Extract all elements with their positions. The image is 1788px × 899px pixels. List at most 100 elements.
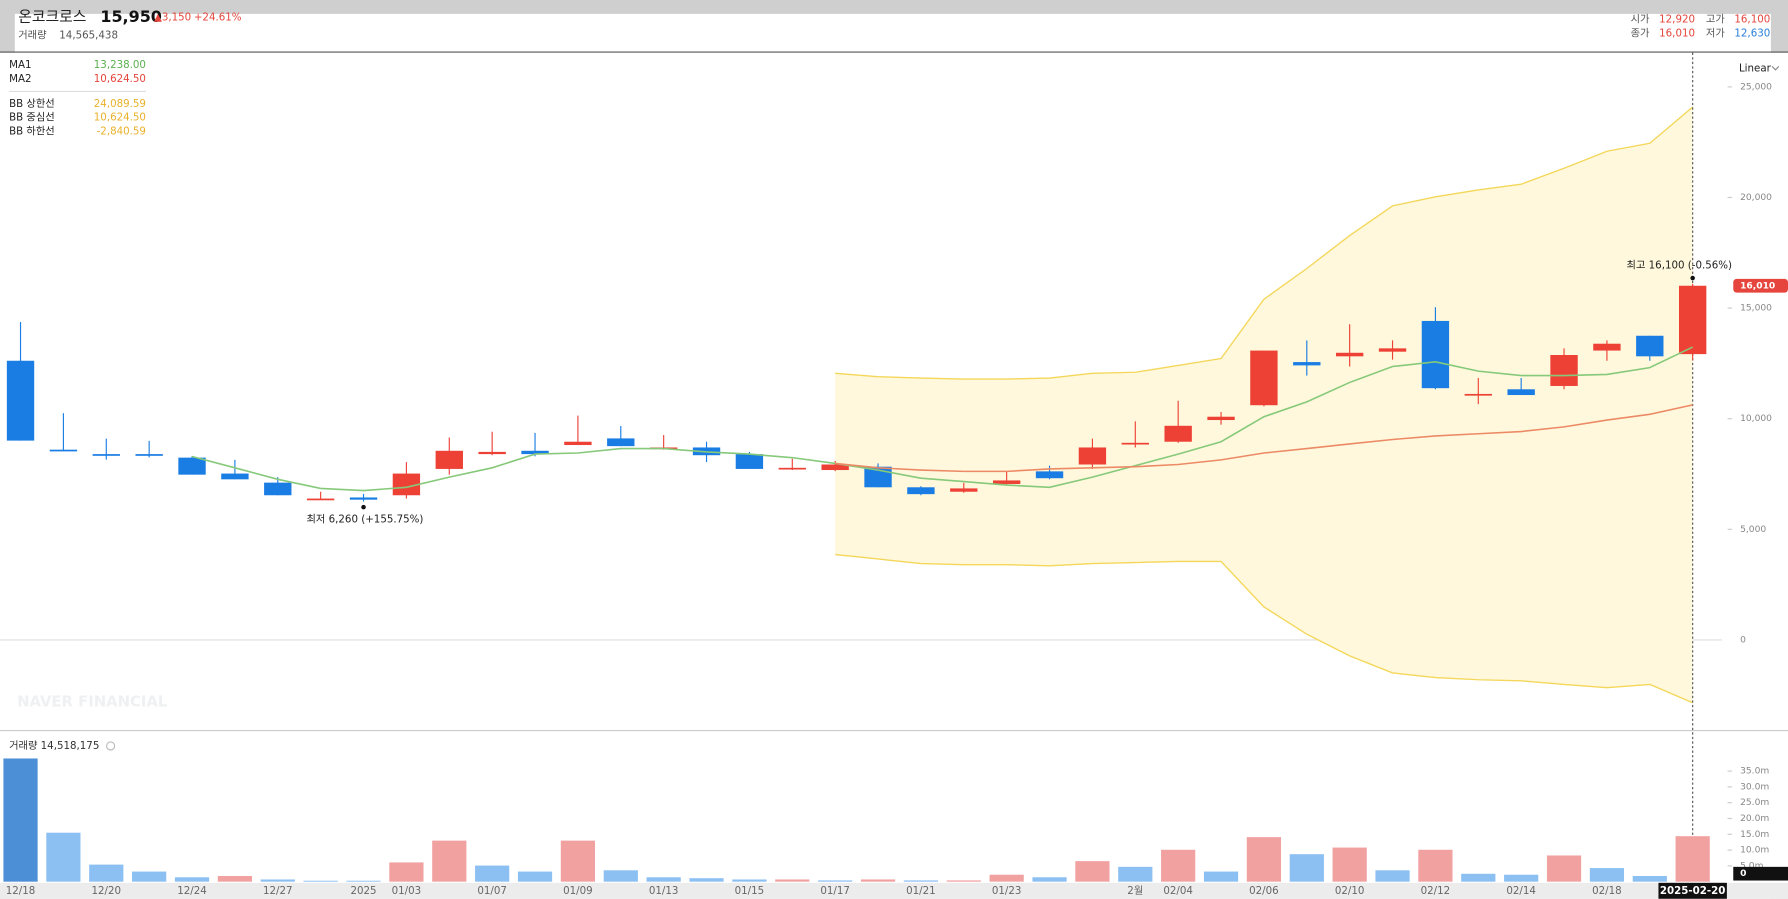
volume-bar <box>860 879 896 882</box>
volume-bar <box>1118 866 1153 882</box>
volume-bar <box>1504 874 1539 882</box>
volume-bar <box>89 864 124 882</box>
quote-value: 12,630 <box>1734 27 1770 39</box>
candle-body <box>1121 442 1149 445</box>
volume-bar <box>903 880 939 882</box>
high-annotation: 최고 16,100 (-0.56%) <box>1627 260 1733 272</box>
legend-value: 10,624.50 <box>94 73 146 85</box>
candle-body <box>92 454 120 456</box>
quote-value: 12,920 <box>1659 14 1695 26</box>
x-tick-label: 01/21 <box>906 885 936 897</box>
candle-body <box>907 487 935 495</box>
legend-value: 10,624.50 <box>94 112 146 124</box>
candle-body <box>306 498 335 501</box>
volume-bar <box>732 879 767 882</box>
x-axis-band <box>0 882 1788 899</box>
x-tick-label: 01/07 <box>477 885 507 897</box>
volume-bar <box>1075 861 1110 882</box>
candle-body <box>1207 416 1235 421</box>
volume-bar <box>389 862 424 882</box>
volume-tick-label: 20.0m <box>1740 814 1769 824</box>
candle-body <box>1421 320 1450 389</box>
candle-body <box>950 488 978 492</box>
candle-body <box>1593 343 1621 351</box>
price-tag-label: 16,010 <box>1740 281 1775 291</box>
x-tick-label: 2025 <box>350 885 376 897</box>
candle-body <box>521 450 549 455</box>
legend-name: BB 하한선 <box>9 124 55 137</box>
x-tick-label: 02/12 <box>1421 885 1451 897</box>
volume-tick-label: 10.0m <box>1740 846 1769 856</box>
scale-mode[interactable]: Linear <box>1739 63 1772 75</box>
volume-tag <box>1733 866 1788 881</box>
x-tick-label: 02/10 <box>1335 885 1365 897</box>
stock-name: 온코크로스 <box>18 8 86 25</box>
candle-body <box>435 450 463 469</box>
volume-bar <box>1632 875 1667 882</box>
x-tick-label: 02/14 <box>1506 885 1536 897</box>
candle-body <box>1464 393 1492 396</box>
y-tick-label: 10,000 <box>1740 414 1772 424</box>
volume-bar <box>1546 855 1582 882</box>
volume-bar <box>217 875 253 882</box>
candle-body <box>1250 350 1278 406</box>
candle-body <box>1678 285 1707 355</box>
quote-label: 저가 <box>1706 27 1725 39</box>
volume-tick-label: 25.0m <box>1740 798 1769 808</box>
volume-bar <box>475 865 510 882</box>
x-tick-label: 2월 <box>1127 885 1143 897</box>
legend-name: BB 상한선 <box>9 98 55 110</box>
volume-bar <box>1289 854 1324 882</box>
volume-tag-label: 0 <box>1740 869 1746 879</box>
ma-line <box>835 404 1693 473</box>
volume-bar <box>3 758 38 882</box>
legend-value: -2,840.59 <box>97 125 146 137</box>
y-tick-label: 5,000 <box>1740 525 1766 535</box>
candle-body <box>178 457 206 475</box>
volume-bar <box>989 874 1024 882</box>
x-tick-label: 2025-02-20 <box>1660 885 1726 897</box>
y-tick-label: 0 <box>1740 635 1746 645</box>
low-annotation: 최저 6,260 (+155.75%) <box>307 514 424 526</box>
volume-bar <box>1203 871 1239 882</box>
candle-body <box>821 464 849 471</box>
quote-value: 16,100 <box>1734 14 1770 26</box>
close-icon[interactable] <box>106 741 116 751</box>
volume-bar <box>517 871 553 882</box>
volume-bar <box>260 879 295 882</box>
volume-bar <box>1675 836 1710 882</box>
dropdown-icon[interactable] <box>1771 65 1780 71</box>
price-tag <box>1733 278 1788 293</box>
low-marker <box>361 504 366 510</box>
volume-bar <box>818 880 853 882</box>
legend-value: 13,238.00 <box>94 59 146 71</box>
candle-body <box>564 441 592 446</box>
candle-body <box>349 497 378 500</box>
volume-panel-title: 거래량 14,518,175 <box>9 740 99 752</box>
candle-body <box>478 451 506 455</box>
legend-value: 24,089.59 <box>94 98 146 110</box>
volume-bar <box>946 880 981 882</box>
candle-body <box>221 473 249 480</box>
volume-bar <box>603 870 638 882</box>
volume-bar <box>775 879 810 882</box>
volume-bar <box>1032 877 1067 882</box>
x-tick-label: 01/17 <box>820 885 850 897</box>
volume-bar <box>432 840 467 882</box>
x-tick-label: 01/23 <box>992 885 1022 897</box>
candle-body <box>607 438 635 447</box>
price: 15,950 <box>100 7 162 26</box>
candle-body <box>735 454 764 469</box>
volume-bar <box>132 871 167 882</box>
volume-bar <box>1332 847 1367 882</box>
watermark: NAVER FINANCIAL <box>17 694 168 711</box>
quote-label: 시가 <box>1631 14 1650 26</box>
volume-tick-label: 15.0m <box>1740 830 1769 840</box>
candle-body <box>1164 425 1192 442</box>
candle-body <box>1293 362 1321 366</box>
x-crosshair-tag <box>1658 882 1727 899</box>
candle-body <box>1550 354 1578 386</box>
volume-tick-label: 30.0m <box>1740 782 1769 792</box>
candle-body <box>135 454 163 456</box>
